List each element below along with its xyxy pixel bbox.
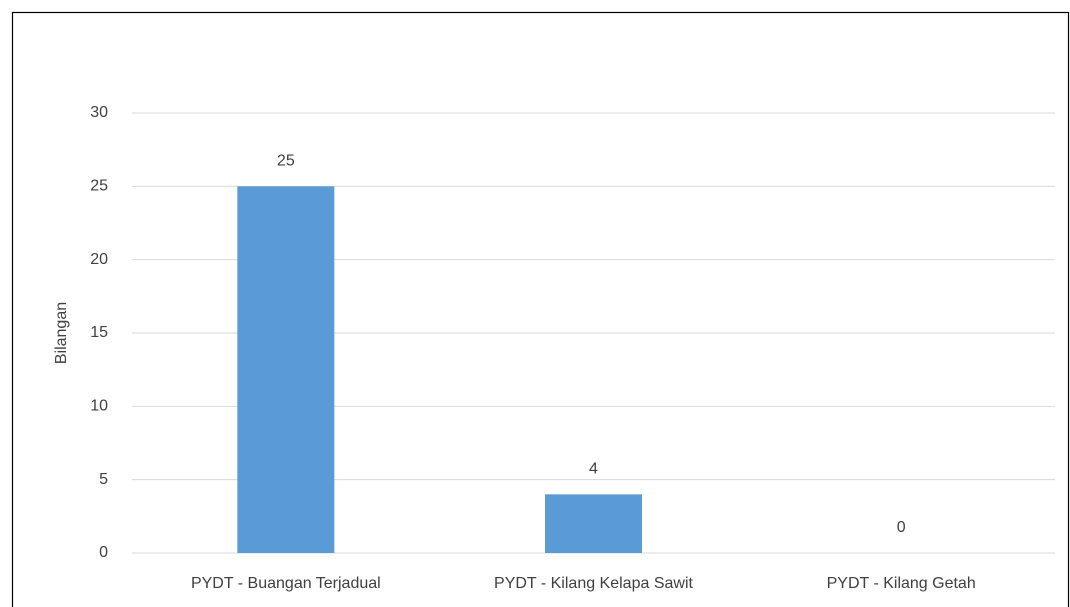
y-tick-label: 20: [90, 251, 108, 268]
x-tick-label: PYDT - Kilang Kelapa Sawit: [494, 575, 693, 592]
value-label: 25: [277, 153, 295, 170]
value-label: 4: [589, 461, 598, 478]
y-tick-label: 0: [99, 544, 108, 561]
y-tick-label: 5: [99, 471, 108, 488]
y-tick-label: 30: [90, 104, 108, 121]
bar: [545, 494, 642, 553]
y-tick-label: 10: [90, 398, 108, 415]
bar: [237, 186, 335, 554]
value-label: 0: [897, 519, 906, 536]
chart-border: [11, 11, 1070, 607]
x-tick-label: PYDT - Buangan Terjadual: [191, 575, 381, 592]
y-axis-label: Bilangan: [53, 302, 70, 364]
x-tick-label: PYDT - Kilang Getah: [827, 575, 976, 592]
y-tick-label: 25: [90, 178, 108, 195]
y-tick-label: 15: [90, 324, 108, 341]
